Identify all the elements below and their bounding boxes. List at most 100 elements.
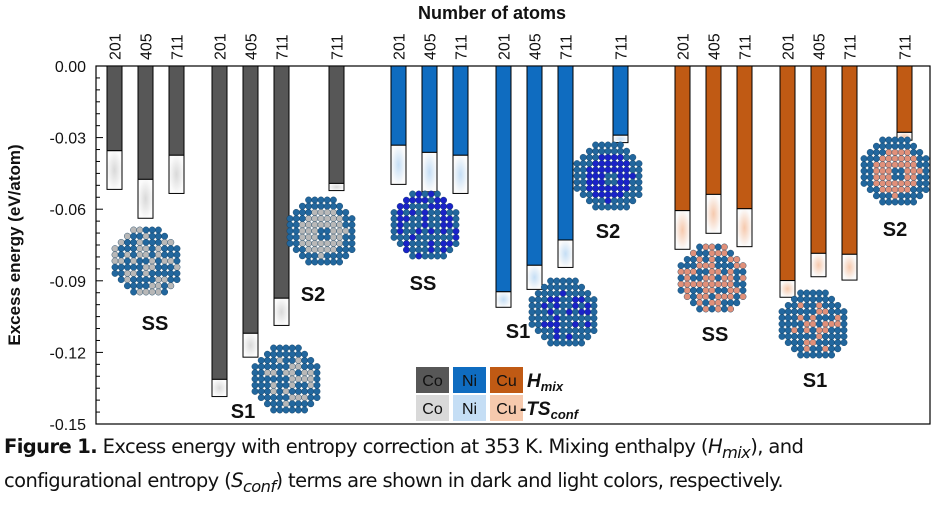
atom — [251, 363, 259, 370]
atom — [111, 251, 119, 259]
atom — [910, 192, 917, 200]
atom — [696, 243, 703, 251]
atom — [897, 173, 905, 181]
atom — [440, 246, 447, 254]
atom — [815, 301, 823, 309]
caption-s: S — [231, 468, 243, 492]
atom — [547, 314, 554, 322]
atom — [541, 289, 548, 297]
atom — [860, 161, 868, 169]
atom — [427, 215, 435, 223]
atom — [803, 339, 811, 346]
atom — [879, 142, 886, 150]
atom — [604, 178, 612, 186]
atom — [427, 190, 435, 198]
legend-swatch-label: Co — [422, 373, 443, 390]
atom — [822, 339, 829, 346]
atom — [336, 246, 343, 254]
atom — [922, 167, 930, 175]
atom — [623, 172, 630, 180]
bar-cu-ss-711-tsconf — [736, 208, 753, 248]
atom — [313, 387, 321, 395]
atom — [130, 238, 138, 246]
atom — [421, 190, 429, 198]
atom — [292, 233, 300, 241]
atom — [797, 345, 804, 353]
atom — [142, 269, 150, 277]
atom — [301, 406, 308, 414]
atom — [167, 238, 175, 246]
atom — [541, 327, 548, 334]
atom — [815, 308, 823, 315]
atom — [791, 339, 798, 346]
atom — [294, 356, 302, 364]
atom — [891, 161, 899, 169]
nanoparticle-ni-s1 — [528, 277, 598, 347]
atom — [797, 308, 804, 315]
atom — [396, 209, 404, 217]
atom — [635, 178, 643, 186]
atom — [910, 179, 917, 187]
atom — [263, 387, 271, 395]
atom — [690, 280, 697, 288]
atom — [161, 276, 169, 283]
atom — [148, 238, 156, 246]
atom — [696, 249, 703, 257]
atom — [440, 240, 447, 248]
atom — [282, 406, 290, 414]
atom — [282, 387, 290, 395]
atom — [592, 191, 599, 199]
atom — [916, 167, 924, 175]
atom — [822, 295, 829, 303]
atom — [298, 215, 306, 223]
atom — [791, 314, 798, 322]
atom — [598, 203, 606, 211]
atom — [402, 209, 410, 217]
atom — [342, 215, 350, 223]
atom — [313, 363, 321, 370]
atom — [148, 251, 156, 259]
atom — [897, 148, 905, 156]
atom — [270, 356, 277, 364]
atom — [452, 227, 460, 235]
atom — [885, 192, 893, 200]
atom — [803, 326, 811, 334]
atom — [733, 255, 741, 263]
figure-caption: Figure 1. Excess energy with entropy cor… — [4, 433, 939, 501]
atom — [803, 314, 811, 322]
atom — [714, 268, 722, 276]
atom — [148, 282, 156, 290]
atom — [592, 160, 599, 168]
atom — [117, 238, 125, 246]
atom — [528, 308, 536, 316]
atom — [148, 226, 156, 234]
atom — [415, 252, 423, 260]
atom — [161, 288, 169, 296]
atom — [572, 327, 579, 334]
atom — [534, 327, 542, 334]
atom-count-label: 405 — [707, 33, 724, 60]
atom — [136, 263, 144, 271]
atom — [323, 239, 331, 247]
structure-label: SS — [142, 313, 169, 335]
atom — [276, 406, 284, 414]
atom — [257, 363, 265, 370]
atom — [559, 283, 567, 291]
atom — [311, 258, 319, 266]
atom — [446, 240, 454, 248]
atom — [629, 178, 637, 186]
atom — [148, 276, 156, 283]
atom — [879, 173, 886, 181]
atom — [873, 179, 880, 187]
nanoparticle-co-s2 — [286, 196, 356, 266]
atom — [629, 153, 637, 161]
atom — [390, 233, 398, 241]
atom — [822, 308, 829, 315]
atom — [301, 369, 308, 377]
atom — [879, 198, 886, 206]
atom — [815, 320, 823, 328]
atom — [452, 215, 460, 223]
atom — [142, 288, 150, 296]
atom — [154, 269, 162, 277]
atom — [336, 215, 343, 223]
